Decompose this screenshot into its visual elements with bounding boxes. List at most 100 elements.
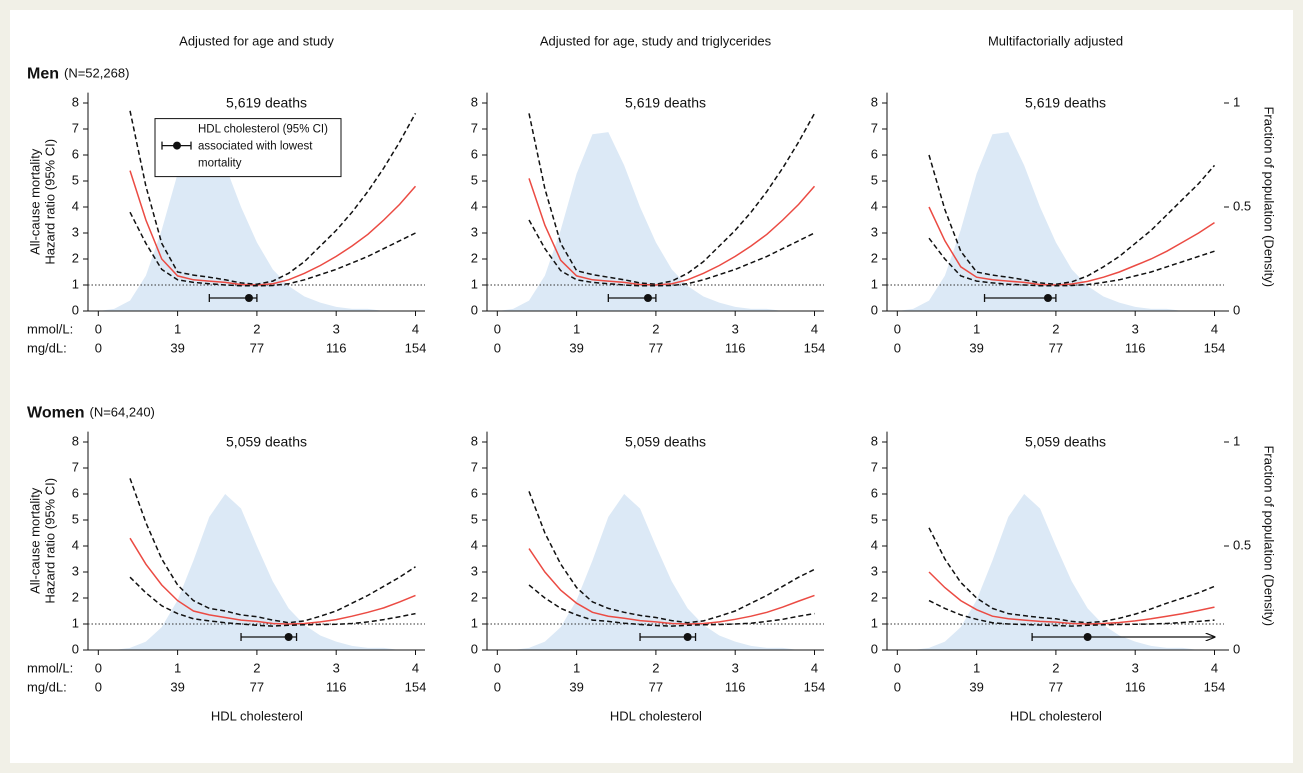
x-tick-label: 0 xyxy=(894,660,901,675)
x-tick-label: 1 xyxy=(973,321,980,336)
y-tick-label: 1 xyxy=(471,276,478,291)
y-tick-label: 8 xyxy=(72,433,79,448)
y-tick-label: 7 xyxy=(871,459,878,474)
density-area xyxy=(897,494,1215,650)
hazard-line xyxy=(928,571,1215,625)
y2-tick-label: 1 xyxy=(1233,433,1240,448)
x-tick2-label: 77 xyxy=(1049,340,1063,355)
y-tick-label: 8 xyxy=(72,94,79,109)
x-tick-label: 1 xyxy=(573,660,580,675)
y-tick-label: 2 xyxy=(871,250,878,265)
x-tick2-label: 39 xyxy=(969,340,983,355)
y-tick-label: 7 xyxy=(72,120,79,135)
density-area xyxy=(497,494,815,650)
ci-line xyxy=(928,237,1215,287)
annotation: 5,619 deaths xyxy=(1025,94,1106,110)
y-tick-label: 0 xyxy=(471,302,478,317)
x-tick2-label: 154 xyxy=(405,340,427,355)
y-axis-label: All-cause mortality xyxy=(27,148,42,255)
x-tick2-label: 116 xyxy=(326,679,347,694)
ci-line xyxy=(928,527,1215,624)
y-axis-label: All-cause mortality xyxy=(27,487,42,594)
y-tick-label: 0 xyxy=(72,641,79,656)
x-tick-label: 3 xyxy=(732,660,739,675)
optimum-point xyxy=(284,633,293,641)
y-tick-label: 7 xyxy=(471,459,478,474)
y-tick-label: 3 xyxy=(471,563,478,578)
optimum-point xyxy=(1043,294,1052,302)
y-tick-label: 2 xyxy=(471,250,478,265)
x-tick-label: 4 xyxy=(811,660,818,675)
hazard-line xyxy=(528,548,815,625)
y-tick-label: 4 xyxy=(471,198,478,213)
column-title: Adjusted for age, study and triglyceride… xyxy=(540,33,772,48)
y-tick-label: 5 xyxy=(871,172,878,187)
legend-point xyxy=(173,141,181,150)
y2-tick-label: 0.5 xyxy=(1233,537,1251,552)
x-tick-label: 1 xyxy=(973,660,980,675)
density-area xyxy=(98,494,416,650)
x-tick-label: 0 xyxy=(95,321,102,336)
x-tick-label: 2 xyxy=(253,660,260,675)
y-tick-label: 8 xyxy=(871,433,878,448)
x-tick-label: 1 xyxy=(573,321,580,336)
y-tick-label: 2 xyxy=(871,589,878,604)
density-area xyxy=(897,132,1215,311)
legend-text: mortality xyxy=(198,158,242,170)
y-tick-label: 6 xyxy=(72,146,79,161)
x-tick2-label: 39 xyxy=(969,679,983,694)
y-tick-label: 1 xyxy=(72,276,79,291)
group-name: Men xyxy=(27,66,59,83)
x-tick2-label: 77 xyxy=(250,679,264,694)
x-tick-label: 0 xyxy=(95,660,102,675)
x-tick2-label: 154 xyxy=(1204,679,1226,694)
x-tick2-label: 154 xyxy=(804,679,826,694)
annotation: 5,619 deaths xyxy=(226,94,307,110)
y-tick-label: 4 xyxy=(871,537,878,552)
x-unit-label: mg/dL: xyxy=(27,679,67,694)
column-title: Multifactorially adjusted xyxy=(988,33,1123,48)
x-tick2-label: 77 xyxy=(649,340,663,355)
x-tick2-label: 39 xyxy=(170,340,184,355)
y-tick-label: 0 xyxy=(72,302,79,317)
y-tick-label: 3 xyxy=(72,563,79,578)
ci-line xyxy=(528,113,816,285)
x-tick2-label: 39 xyxy=(170,679,184,694)
y-tick-label: 7 xyxy=(72,459,79,474)
ci-line xyxy=(129,110,417,285)
x-tick2-label: 39 xyxy=(569,340,583,355)
y-tick-label: 1 xyxy=(471,615,478,630)
x-tick2-label: 0 xyxy=(494,340,501,355)
x-tick-label: 2 xyxy=(652,321,659,336)
ci-line xyxy=(528,584,815,627)
x-tick2-label: 77 xyxy=(250,340,264,355)
group-label: Men (N=52,268) xyxy=(27,66,129,83)
y-tick-label: 3 xyxy=(871,563,878,578)
x-tick-label: 3 xyxy=(1132,660,1139,675)
y-tick-label: 4 xyxy=(471,537,478,552)
x-tick2-label: 116 xyxy=(1125,679,1146,694)
x-tick-label: 2 xyxy=(253,321,260,336)
hazard-line xyxy=(129,537,416,625)
annotation: 5,059 deaths xyxy=(625,433,706,449)
y-tick-label: 1 xyxy=(72,615,79,630)
x-tick-label: 1 xyxy=(174,660,181,675)
x-tick2-label: 116 xyxy=(725,679,746,694)
y2-tick-label: 0 xyxy=(1233,302,1240,317)
y-tick-label: 6 xyxy=(871,146,878,161)
legend-text: HDL cholesterol (95% CI) xyxy=(198,124,328,136)
annotation: 5,059 deaths xyxy=(1025,433,1106,449)
x-tick2-label: 0 xyxy=(494,679,501,694)
optimum-point xyxy=(643,294,652,302)
optimum-point xyxy=(683,633,692,641)
density-area xyxy=(497,132,815,311)
ci-line xyxy=(129,576,416,627)
y-tick-label: 3 xyxy=(471,224,478,239)
annotation: 5,619 deaths xyxy=(625,94,706,110)
x-tick2-label: 0 xyxy=(95,340,102,355)
x-tick2-label: 77 xyxy=(1049,679,1063,694)
x-tick-label: 0 xyxy=(494,660,501,675)
x-unit-label: mmol/L: xyxy=(27,660,73,675)
x-tick2-label: 116 xyxy=(725,340,746,355)
